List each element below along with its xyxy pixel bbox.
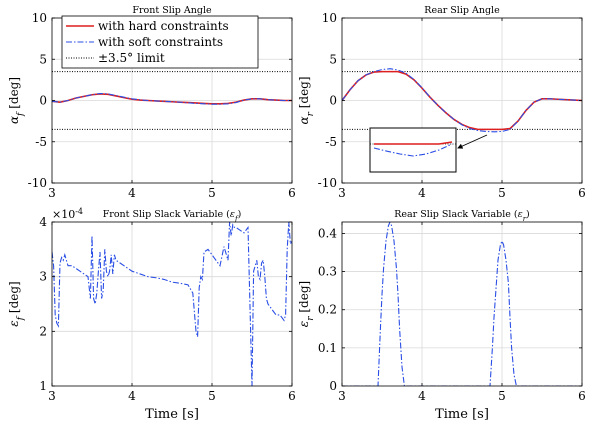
y-tick-label: 5 [39,52,47,66]
x-tick-label: 3 [48,389,56,403]
y-tick-label: 10 [32,11,47,25]
y-tick-label: 0.3 [318,265,337,279]
y-tick-label: 3 [39,270,47,284]
y-axis-label: αr [deg] [297,76,316,124]
x-tick-label: 3 [338,186,346,200]
y-tick-label: 0.1 [318,341,337,355]
y-tick-label: 4 [39,215,47,229]
chart-title: Rear Slip Angle [424,5,500,16]
label-subscript: r [306,111,316,116]
label-subscript: f [16,315,26,321]
series-group [342,222,582,386]
overlay: Time [s] Time [s]with hard constraintswit… [61,15,489,422]
label-base: ε [7,320,21,326]
label-subscript: r [306,316,316,321]
x-axis-label: Time [s] [435,407,489,422]
y-tick-label: 5 [329,52,337,66]
y-exponent: ×10-4 [52,207,83,222]
chart-panel-4: 3 4 5 6 0 0.1 0.2 0.3 0.4 Rear Slip Slack Variabl… [297,209,586,403]
y-tick-label: -5 [35,135,47,149]
series-group [52,222,292,386]
x-tick-label: 4 [128,389,136,403]
x-tick-label: 6 [578,389,586,403]
axes-box [51,221,293,387]
y-tick-label: 0 [329,379,337,393]
x-tick-label: 5 [498,186,506,200]
inset-soft-line [373,143,453,157]
chart-title: Front Slip Angle [132,5,212,16]
legend-entry: ±3.5° limit [98,51,165,65]
legend-entry: with hard constraints [98,19,229,33]
inset-box [369,127,457,173]
legend-box [61,15,259,69]
series-line [52,222,292,386]
inset-arrow [457,134,488,149]
label-subscript: f [16,111,26,117]
y-tick-label: 0.4 [318,226,337,240]
inset-hard-line [374,141,453,145]
axes-box [341,221,583,387]
y-tick-label: 0 [39,94,47,108]
legend-entry: with soft constraints [98,35,223,49]
inset-zoom [369,127,488,173]
x-tick-label: 3 [338,389,346,403]
legend: with hard constraints with soft constrain… [61,15,259,69]
label-rest: [deg] [7,77,21,113]
chart-title: Front Slip Slack Variable (εf) [103,209,242,223]
x-tick-label: 6 [578,186,586,200]
y-tick-label: 0.2 [318,303,337,317]
series-line [342,68,582,133]
label-rest: [deg] [7,281,21,317]
label-base: ε [297,321,311,327]
y-tick-label: -10 [28,176,47,190]
series-line [52,93,292,105]
x-tick-label: 4 [418,186,426,200]
series-group [342,68,582,133]
x-tick-label: 5 [208,186,216,200]
x-axis-label: Time [s] [145,407,199,422]
x-tick-label: 5 [498,389,506,403]
y-axis-label: εf [deg] [7,281,26,326]
y-tick-label: 0 [329,94,337,108]
y-tick-label: -10 [318,176,337,190]
chart-panel-3: 3 4 5 6 1 2 3 4 ×10-4 Front Slip Slack Variable (… [7,207,296,404]
label-base: α [297,116,311,124]
label-rest: [deg] [297,76,311,112]
y-tick-label: 10 [322,11,337,25]
label-rest: [deg] [297,281,311,317]
x-tick-label: 3 [48,186,56,200]
x-tick-label: 4 [418,389,426,403]
y-tick-label: -5 [325,135,337,149]
series-line [342,222,582,386]
plot-area [52,222,292,386]
y-axis-label: αf [deg] [7,77,26,124]
y-tick-label: 1 [39,379,47,393]
label-base: α [7,116,21,124]
x-tick-label: 5 [208,389,216,403]
x-tick-label: 6 [288,389,296,403]
x-tick-label: 4 [128,186,136,200]
x-tick-label: 6 [288,186,296,200]
plot-area [342,222,582,386]
chart-title: Rear Slip Slack Variable (εr) [394,209,530,223]
y-axis-label: εr [deg] [297,281,316,327]
y-tick-label: 2 [39,324,47,338]
series-group [52,92,292,105]
